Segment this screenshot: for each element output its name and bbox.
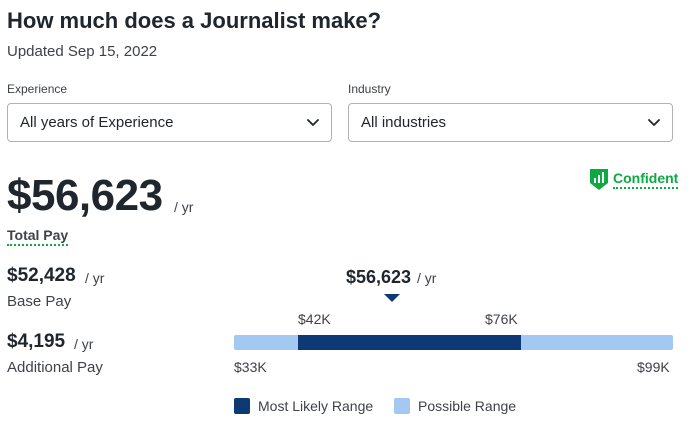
confidence-label: Confident <box>613 170 679 189</box>
page-title: How much does a Journalist make? <box>7 8 382 33</box>
possible-swatch <box>394 398 410 414</box>
median-marker <box>384 294 400 302</box>
industry-select[interactable]: All industries <box>348 103 673 142</box>
base-pay-amount: $52,428 <box>7 265 76 286</box>
median-pay-unit: / yr <box>417 270 437 286</box>
base-pay-unit: / yr <box>85 270 105 286</box>
total-pay-label[interactable]: Total Pay <box>7 227 69 246</box>
additional-pay-label: Additional Pay <box>7 359 103 376</box>
legend-most-likely: Most Likely Range <box>234 398 373 414</box>
industry-label: Industry <box>348 82 391 96</box>
base-pay-label: Base Pay <box>7 293 72 310</box>
experience-select[interactable]: All years of Experience <box>7 103 332 142</box>
total-pay-unit: / yr <box>174 199 194 215</box>
legend-possible: Possible Range <box>394 398 516 414</box>
possible-low-label: $33K <box>234 359 267 375</box>
total-pay-amount: $56,623 <box>7 171 163 220</box>
median-pay-amount: $56,623 <box>346 267 412 287</box>
chevron-down-icon <box>648 118 660 126</box>
possible-high-label: $99K <box>637 359 670 375</box>
likely-low-label: $42K <box>298 311 331 327</box>
updated-date: Updated Sep 15, 2022 <box>7 43 158 60</box>
likely-high-label: $76K <box>485 311 518 327</box>
most-likely-swatch <box>234 398 250 414</box>
chevron-down-icon <box>307 118 319 126</box>
additional-pay-amount: $4,195 <box>7 331 66 352</box>
experience-select-value: All years of Experience <box>20 114 174 131</box>
possible-legend-label: Possible Range <box>418 398 517 414</box>
bar-chart-shield-icon <box>590 169 608 190</box>
most-likely-legend-label: Most Likely Range <box>258 398 374 414</box>
confidence-badge[interactable]: Confident <box>589 168 679 191</box>
industry-select-value: All industries <box>361 114 447 131</box>
experience-label: Experience <box>7 82 68 96</box>
most-likely-range-bar <box>298 335 521 350</box>
additional-pay-unit: / yr <box>74 336 94 352</box>
